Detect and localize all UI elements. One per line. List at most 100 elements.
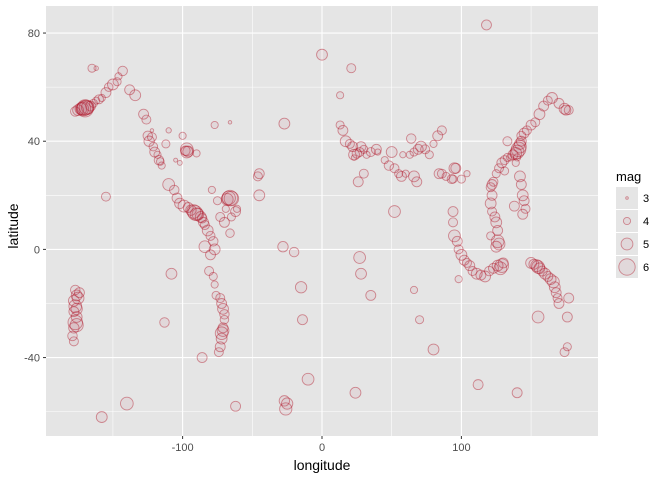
data-point [230, 206, 242, 217]
data-point [68, 336, 79, 347]
data-point [515, 179, 527, 190]
data-point [394, 169, 404, 179]
data-point [547, 275, 560, 289]
data-point [103, 82, 114, 92]
data-point [301, 372, 315, 386]
data-point [530, 117, 541, 128]
data-point [225, 228, 235, 238]
data-point [513, 153, 522, 162]
data-point [461, 257, 472, 268]
data-point [336, 91, 345, 100]
data-point [85, 100, 97, 112]
data-point [408, 170, 420, 183]
data-point [68, 306, 80, 318]
data-point [196, 352, 208, 364]
data-point [399, 151, 407, 159]
data-point [93, 94, 104, 105]
data-point [335, 120, 345, 130]
data-point [454, 275, 463, 284]
data-point [112, 77, 122, 87]
data-point [409, 285, 419, 295]
data-point [533, 262, 546, 275]
data-point [165, 267, 178, 280]
data-point [205, 230, 216, 241]
data-point [513, 139, 527, 154]
data-point [401, 169, 410, 178]
data-point [173, 157, 179, 163]
data-point [354, 147, 365, 158]
data-point [297, 314, 308, 326]
data-point [521, 125, 532, 136]
data-point [215, 293, 226, 304]
data-point [281, 397, 294, 410]
data-point [455, 248, 468, 261]
data-point [221, 204, 230, 213]
data-point [405, 150, 414, 159]
data-point [516, 189, 529, 202]
data-point [210, 120, 219, 130]
data-point [486, 179, 498, 190]
data-point [220, 193, 234, 206]
data-point [415, 315, 425, 325]
data-point [178, 131, 187, 140]
data-point [506, 153, 515, 162]
data-point [153, 154, 165, 166]
data-point [294, 281, 308, 294]
data-point [456, 174, 466, 184]
legend-label: 6 [643, 262, 649, 274]
data-point [552, 293, 563, 304]
data-point [201, 224, 214, 237]
data-point [169, 184, 180, 196]
data-point [415, 140, 427, 153]
data-point [92, 96, 101, 105]
data-point [553, 97, 565, 109]
data-point [544, 273, 557, 286]
data-point [490, 240, 503, 253]
data-point [142, 130, 153, 142]
data-point [511, 158, 520, 167]
data-point [448, 174, 458, 184]
data-point [71, 291, 85, 305]
data-point [517, 208, 529, 220]
data-point [492, 237, 506, 251]
data-point [533, 108, 546, 121]
data-point [348, 148, 360, 161]
data-point [355, 141, 367, 153]
data-point [484, 197, 497, 210]
data-point [491, 259, 504, 272]
data-point [530, 259, 544, 272]
data-point [217, 303, 229, 315]
data-point [499, 155, 510, 166]
data-point [72, 104, 84, 117]
data-point [502, 152, 512, 162]
data-point [492, 225, 504, 236]
legend-key-background [616, 187, 638, 209]
data-point [208, 243, 221, 256]
data-point [514, 170, 526, 183]
data-point [493, 261, 508, 276]
data-point [87, 63, 97, 73]
data-points [67, 19, 575, 423]
legend-key-background [616, 210, 638, 232]
data-point [496, 157, 508, 169]
data-point [227, 120, 233, 125]
data-point [76, 99, 94, 116]
data-point [97, 93, 106, 102]
data-point [192, 149, 201, 158]
data-point [70, 302, 83, 316]
data-point [396, 170, 407, 182]
data-point [219, 314, 230, 325]
legend-label: 5 [643, 239, 649, 251]
data-point [362, 150, 371, 159]
data-point [406, 133, 417, 144]
data-point [252, 171, 263, 182]
data-point [107, 78, 119, 91]
data-point [562, 342, 572, 352]
data-point [88, 98, 98, 108]
data-point [213, 347, 224, 358]
data-point [208, 236, 219, 247]
data-point [412, 143, 424, 155]
legend-key-symbol [622, 216, 632, 226]
data-point [194, 211, 207, 223]
